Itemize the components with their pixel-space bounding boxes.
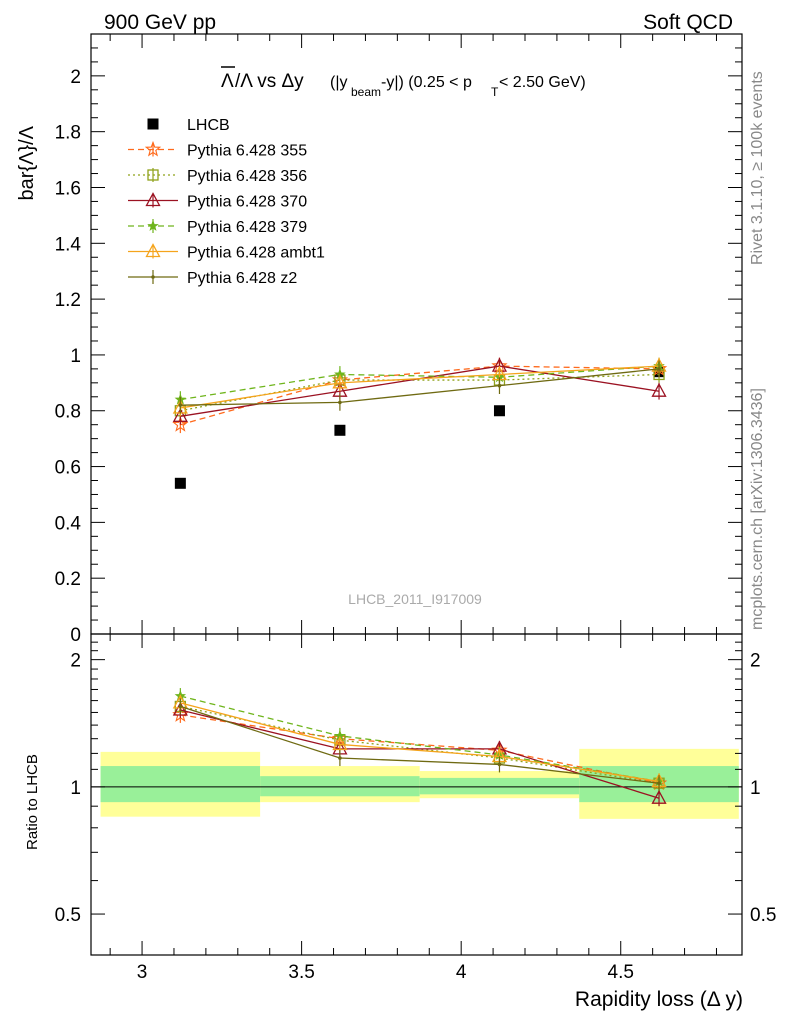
main-title: Λ /Λ vs Δy (|y beam -y|) (0.25 < p T < 2… xyxy=(221,66,586,99)
ratio-y-tick-label: 0.5 xyxy=(55,905,81,926)
ratio-data-point xyxy=(178,704,183,709)
ratio-data-point xyxy=(332,736,348,751)
series-line-1 xyxy=(180,365,660,426)
main-y-tick-label: 0.6 xyxy=(55,458,81,479)
ratio-plot-frame xyxy=(90,633,743,956)
main-y-tick-label: 0.2 xyxy=(55,569,81,590)
ratio-y-tick-label-right: 1 xyxy=(750,778,761,799)
title-bar-symbol: Λ xyxy=(221,71,234,92)
legend-marker xyxy=(144,140,162,157)
legend-label: Pythia 6.428 355 xyxy=(187,143,307,160)
ratio-data-point xyxy=(172,701,188,716)
analysis-watermark: LHCB_2011_I917009 xyxy=(348,591,482,607)
legend-marker xyxy=(147,219,159,231)
x-tick-label: 3.5 xyxy=(288,962,314,983)
series-line-6 xyxy=(180,368,660,406)
main-y-tick-label: 1.2 xyxy=(55,290,81,311)
header-left: 900 GeV pp xyxy=(104,11,216,34)
ratio-y-tick-label-right: 2 xyxy=(750,651,761,672)
ratio-y-tick-label-right: 0.5 xyxy=(750,905,776,926)
ratio-series-line-4 xyxy=(180,702,660,783)
ratio-series-line-0 xyxy=(180,714,660,784)
title-paren-mid: -y|) (0.25 < p xyxy=(381,74,472,91)
data-point xyxy=(338,400,342,405)
data-point xyxy=(497,383,502,388)
ratio-data-point xyxy=(497,762,502,767)
x-axis-title: Rapidity loss (Δ y) xyxy=(575,988,743,1011)
data-point xyxy=(657,367,661,371)
ratio-data-point xyxy=(338,756,342,760)
main-y-tick-label: 2 xyxy=(70,67,81,88)
data-point xyxy=(493,405,505,417)
ratio-series-line-5 xyxy=(180,705,660,784)
main-y-tick-label: 1.8 xyxy=(55,123,81,144)
ratio-y-tick-label: 2 xyxy=(70,651,81,672)
data-point xyxy=(174,477,186,489)
mcplots-label: mcplots.cern.ch [arXiv:1306.3436] xyxy=(749,388,766,630)
rivet-label: Rivet 3.1.10, ≥ 100k events xyxy=(749,71,766,265)
ratio-band-inner xyxy=(419,777,580,795)
ratio-band-inner xyxy=(100,766,261,803)
main-y-tick-label: 0.4 xyxy=(55,513,82,534)
data-point xyxy=(651,382,667,397)
legend-label: Pythia 6.428 z2 xyxy=(187,270,297,287)
title-paren-end: < 2.50 GeV) xyxy=(499,74,586,91)
ratio-series-line-3 xyxy=(180,695,660,783)
data-point xyxy=(172,416,189,432)
main-y-tick-label: 1.4 xyxy=(55,234,82,255)
ratio-y-axis-title: Ratio to LHCB xyxy=(24,754,41,850)
data-point xyxy=(172,407,188,422)
ratio-band-inner xyxy=(260,776,420,797)
ratio-y-tick-label: 1 xyxy=(70,778,81,799)
series-line-4 xyxy=(180,365,660,401)
legend-marker xyxy=(151,275,155,279)
x-tick-label: 4.5 xyxy=(608,962,634,983)
legend-label: Pythia 6.428 ambt1 xyxy=(187,245,325,262)
legend-marker xyxy=(145,243,161,258)
legend: LHCB Pythia 6.428 355 Pythia 6.428 356 Pyth… xyxy=(128,117,325,287)
data-point xyxy=(178,403,183,407)
title-beam-sub: beam xyxy=(351,85,381,99)
main-y-tick-label: 1 xyxy=(70,346,81,367)
ratio-data-point xyxy=(657,781,661,786)
legend-marker xyxy=(147,118,159,130)
data-point xyxy=(334,424,346,436)
data-point xyxy=(332,374,348,389)
legend-label: LHCB xyxy=(187,117,230,134)
legend-label: Pythia 6.428 356 xyxy=(187,168,307,185)
main-y-tick-label: 1.6 xyxy=(55,178,81,199)
x-tick-label: 3 xyxy=(137,962,148,983)
header-right: Soft QCD xyxy=(643,11,733,34)
main-plot-area xyxy=(91,34,742,635)
legend-label: Pythia 6.428 379 xyxy=(187,219,307,236)
legend-marker xyxy=(147,169,159,181)
main-y-tick-label: 0 xyxy=(70,625,81,646)
ratio-plot-area xyxy=(91,634,742,955)
title-paren-open: (|y xyxy=(330,74,347,91)
title-main: /Λ vs Δy xyxy=(235,71,304,92)
ratio-data-point xyxy=(651,789,667,804)
main-y-tick-label: 0.8 xyxy=(55,402,81,423)
x-tick-label: 4 xyxy=(456,962,467,983)
series-line-5 xyxy=(180,365,660,409)
main-y-axis-title: bar{Λ}/Λ xyxy=(16,125,38,200)
title-t-sub: T xyxy=(491,85,499,99)
legend-marker xyxy=(145,192,161,207)
legend-label: Pythia 6.428 370 xyxy=(187,194,307,211)
